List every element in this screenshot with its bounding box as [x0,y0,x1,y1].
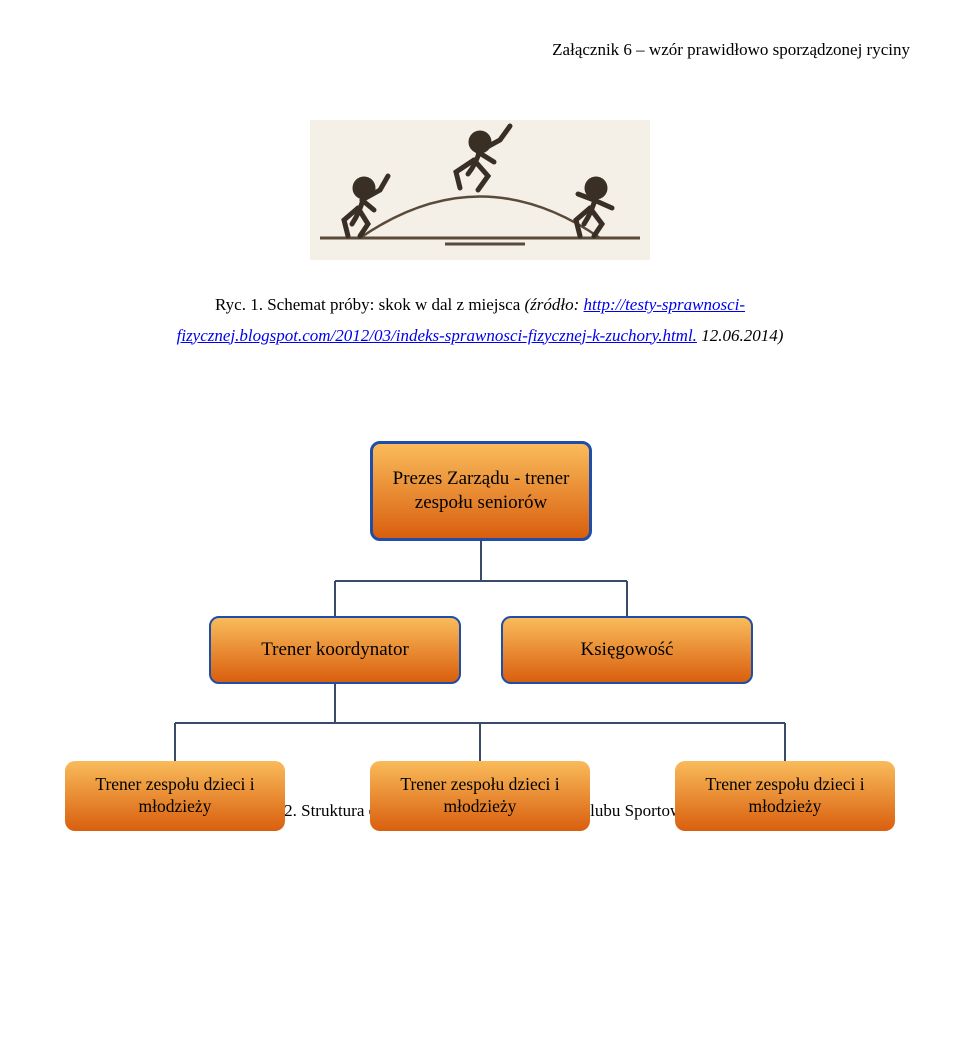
org-node-youth-trainer-2-label: Trener zespołu dzieci i młodzieży [380,774,580,818]
caption-date: 12.06.2014) [697,326,783,345]
org-node-youth-trainer-3: Trener zespołu dzieci i młodzieży [675,761,895,831]
figure1-caption: Ryc. 1. Schemat próby: skok w dal z miej… [50,290,910,351]
caption-link-line1[interactable]: http://testy-sprawnosci- [584,295,745,314]
attachment-header: Załącznik 6 – wzór prawidłowo sporządzon… [50,40,910,60]
org-node-president: Prezes Zarządu - trener zespołu seniorów [370,441,592,541]
caption-source-open: (źródło: [525,295,584,314]
org-node-youth-trainer-1: Trener zespołu dzieci i młodzieży [65,761,285,831]
caption-link-line2[interactable]: fizycznej.blogspot.com/2012/03/indeks-sp… [177,326,697,345]
org-node-youth-trainer-2: Trener zespołu dzieci i młodzieży [370,761,590,831]
org-node-youth-trainer-1-label: Trener zespołu dzieci i młodzieży [75,774,275,818]
org-node-youth-trainer-3-label: Trener zespołu dzieci i młodzieży [685,774,885,818]
org-node-coordinator: Trener koordynator [209,616,461,684]
jump-illustration [310,120,650,260]
org-node-president-label: Prezes Zarządu - trener zespołu seniorów [383,467,579,515]
org-node-accounting: Księgowość [501,616,753,684]
caption-prefix: Ryc. 1. Schemat próby: skok w dal z miej… [215,295,525,314]
org-node-coordinator-label: Trener koordynator [261,638,409,662]
org-node-accounting-label: Księgowość [581,638,674,662]
